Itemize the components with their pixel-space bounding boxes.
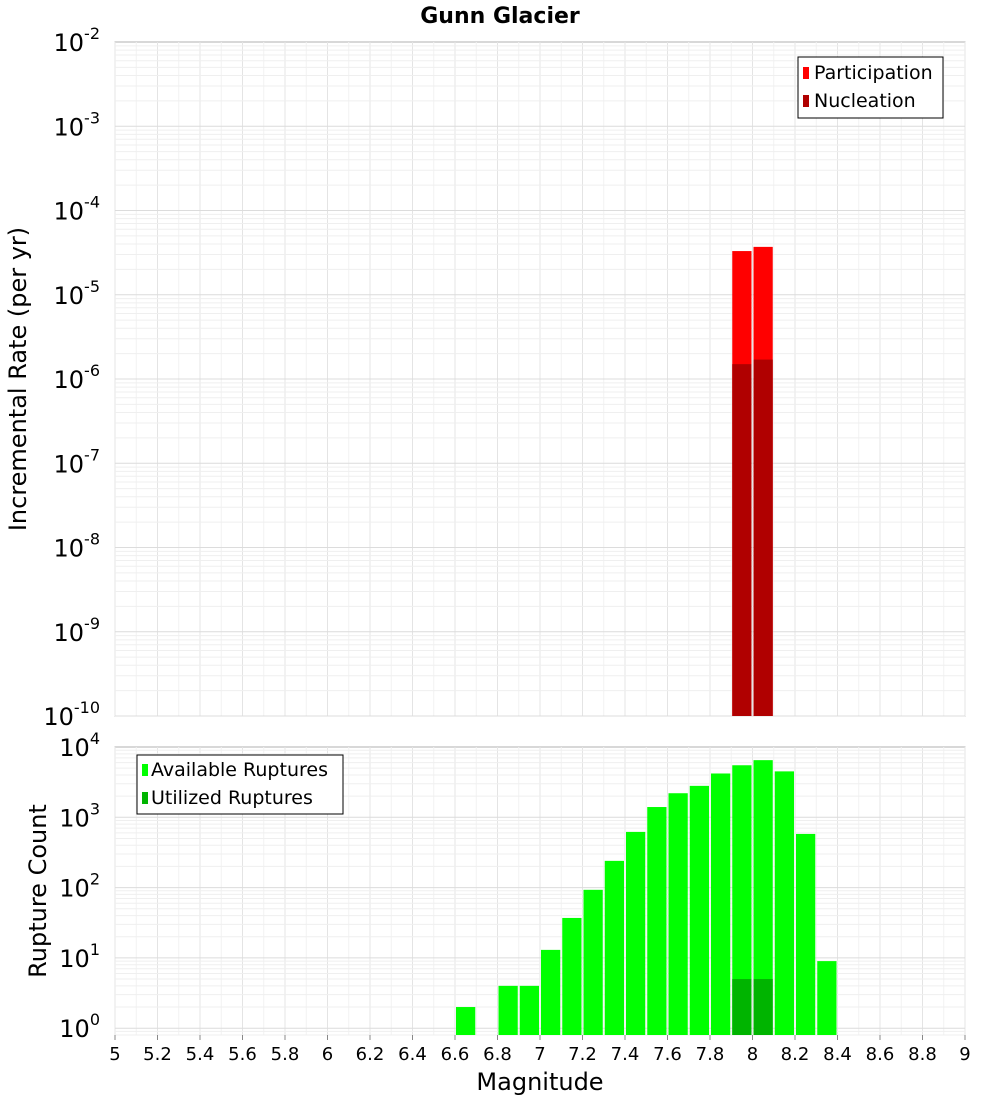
utilized-legend-swatch (142, 792, 148, 804)
rate-y-tick-label: 10-3 (54, 108, 101, 141)
x-tick-label: 7.8 (696, 1044, 725, 1065)
x-tick-label: 6.6 (441, 1044, 470, 1065)
rate-y-tick-label: 10-5 (54, 277, 101, 310)
x-tick-label: 8.2 (781, 1044, 810, 1065)
count-bar-available-ruptures (817, 961, 837, 1035)
x-tick-label: 6.2 (356, 1044, 385, 1065)
x-tick-label: 7.4 (611, 1044, 640, 1065)
count-y-ticks: 100 101 102 103 104 (59, 729, 100, 1043)
rate-y-tick-label: 10-9 (54, 614, 101, 647)
count-y-tick-label: 103 (59, 799, 100, 832)
rate-bar-nucleation (732, 364, 752, 716)
count-bar-available-ruptures (753, 760, 773, 1035)
count-bar-available-ruptures (796, 833, 816, 1035)
count-bar-available-ruptures (498, 985, 518, 1035)
x-tick-label: 5.6 (228, 1044, 257, 1065)
rate-y-tick-label: 10-2 (54, 24, 101, 57)
rate-y-tick-label: 10-4 (54, 193, 101, 226)
count-y-axis-label: Rupture Count (24, 804, 52, 978)
count-bar-available-ruptures (519, 985, 539, 1035)
rate-y-tick-label: 10-6 (54, 361, 101, 394)
count-bar-available-ruptures (541, 949, 561, 1035)
count-bar-available-ruptures (668, 793, 688, 1035)
count-y-tick-label: 101 (59, 940, 100, 973)
count-y-tick-label: 104 (59, 729, 100, 762)
x-tick-label: 7.2 (568, 1044, 597, 1065)
count-bar-available-ruptures (562, 917, 582, 1035)
count-bar-available-ruptures (774, 771, 794, 1035)
count-bar-available-ruptures (732, 765, 752, 1035)
x-tick-label: 6.8 (483, 1044, 512, 1065)
count-legend: Available Ruptures Utilized Ruptures (136, 754, 344, 815)
x-axis-label: Magnitude (476, 1068, 603, 1096)
count-bar-available-ruptures (689, 785, 709, 1035)
participation-legend-label: Participation (814, 62, 933, 84)
rate-grid (114, 42, 966, 717)
rate-y-axis-label: Incremental Rate (per yr) (4, 227, 32, 531)
count-y-tick-label: 102 (59, 870, 100, 903)
utilized-legend-label: Utilized Ruptures (151, 787, 313, 809)
x-tick-label: 5 (109, 1044, 120, 1065)
count-bar-utilized-ruptures (753, 979, 773, 1035)
available-legend-swatch (142, 764, 148, 776)
x-tick-label: 8.6 (866, 1044, 895, 1065)
x-tick-label: 7 (534, 1044, 545, 1065)
count-legend-box (136, 754, 344, 815)
nucleation-legend-swatch (803, 95, 809, 107)
count-bar-available-ruptures (456, 1007, 476, 1035)
nucleation-legend-label: Nucleation (814, 90, 916, 112)
chart-title: Gunn Glacier (420, 4, 580, 29)
count-bar-utilized-ruptures (732, 979, 752, 1035)
rate-panel: 10-10 10-9 10-8 10-7 10-6 10-5 10-4 10-3 10-2 In… (4, 24, 966, 731)
rate-legend: Participation Nucleation (797, 56, 944, 119)
count-panel: 100 101 102 103 104 Rupture Count Available … (24, 729, 966, 1043)
x-tick-label: 5.2 (143, 1044, 172, 1065)
count-bar-available-ruptures (583, 889, 603, 1035)
rate-y-tick-label: 10-8 (54, 530, 101, 563)
x-tick-label: 8 (747, 1044, 758, 1065)
x-tick-label: 5.4 (186, 1044, 215, 1065)
count-bars (456, 760, 837, 1035)
rate-y-tick-label: 10-7 (54, 445, 101, 478)
x-tick-label: 8.8 (908, 1044, 937, 1065)
count-y-tick-label: 100 (59, 1010, 100, 1043)
rate-legend-box (797, 56, 944, 119)
x-tick-label: 6 (322, 1044, 333, 1065)
x-axis-ticks: 5 5.2 5.4 5.6 5.8 6 6.2 6.4 6.6 6.8 7 7.2 7.4 7.6 7.8 8… (109, 1035, 971, 1065)
rate-y-tick-label: 10-10 (43, 698, 100, 731)
rate-bars (732, 246, 773, 717)
count-bar-available-ruptures (647, 807, 667, 1035)
participation-legend-swatch (803, 67, 809, 79)
count-bar-available-ruptures (604, 860, 624, 1035)
available-legend-label: Available Ruptures (151, 759, 328, 781)
x-tick-label: 9 (959, 1044, 970, 1065)
x-tick-label: 5.8 (271, 1044, 300, 1065)
count-bar-available-ruptures (711, 773, 731, 1035)
x-tick-label: 7.6 (653, 1044, 682, 1065)
rate-bar-nucleation (753, 359, 773, 716)
x-tick-label: 6.4 (398, 1044, 427, 1065)
rate-y-ticks: 10-10 10-9 10-8 10-7 10-6 10-5 10-4 10-3 10-2 (43, 24, 100, 731)
x-tick-label: 8.4 (823, 1044, 852, 1065)
count-bar-available-ruptures (626, 831, 646, 1035)
